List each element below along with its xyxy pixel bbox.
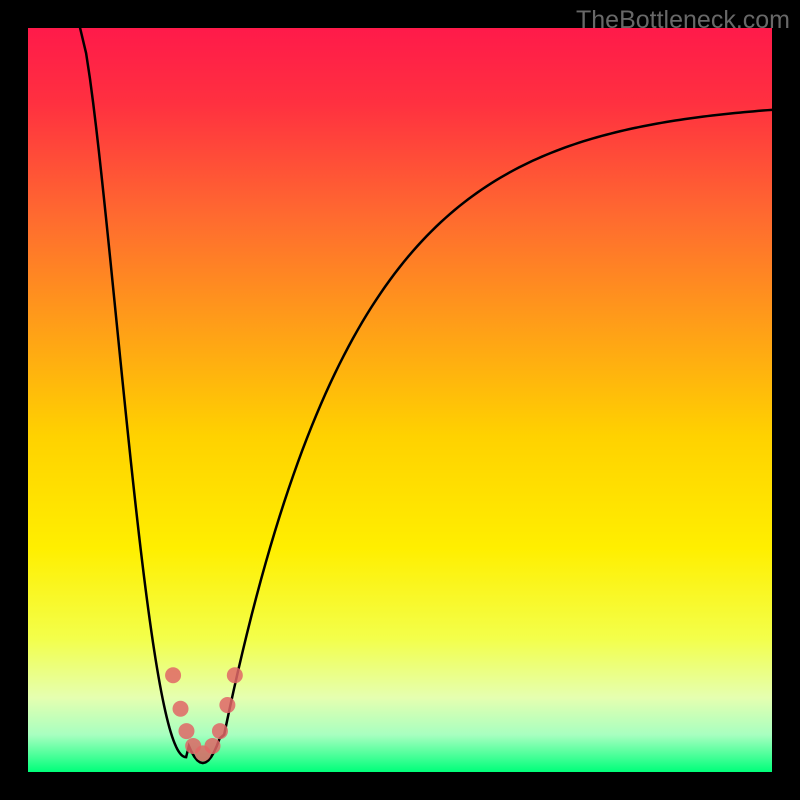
watermark-text: TheBottleneck.com: [576, 6, 790, 35]
bottleneck-chart: TheBottleneck.com: [0, 0, 800, 800]
chart-svg: [0, 0, 800, 800]
